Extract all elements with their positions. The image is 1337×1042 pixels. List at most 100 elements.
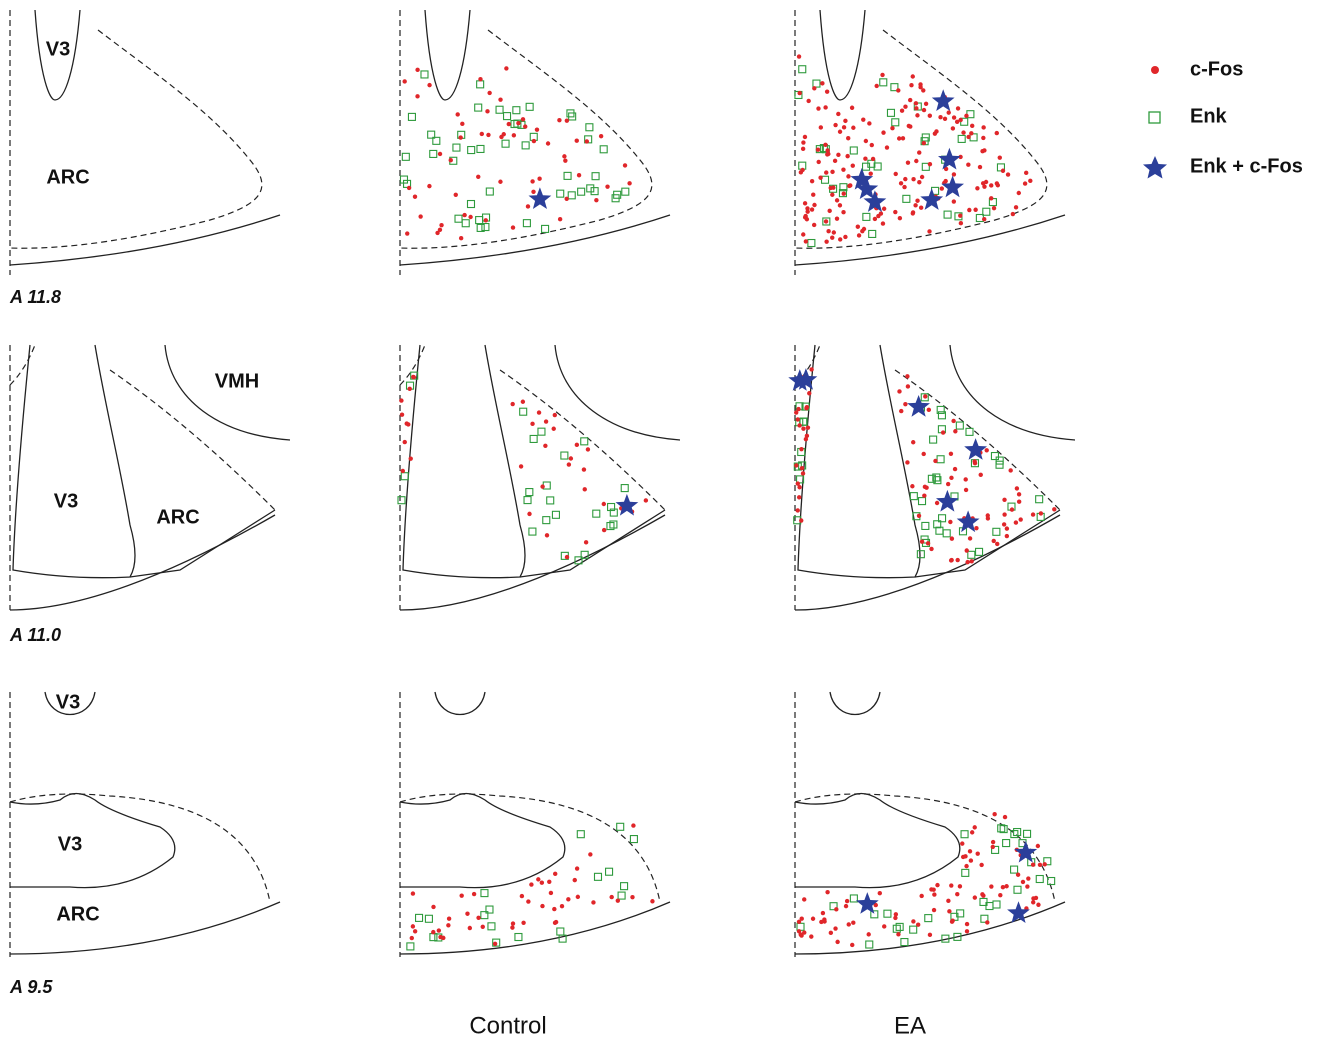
cfos-cell: [966, 135, 970, 139]
cfos-cell: [906, 384, 910, 388]
cfos-cell: [919, 206, 923, 210]
cfos-cell: [437, 928, 441, 932]
cfos-cell: [819, 125, 823, 129]
outline: [400, 215, 670, 265]
cfos-cell: [1023, 181, 1027, 185]
cfos-cell: [465, 912, 469, 916]
cfos-cell: [991, 845, 995, 849]
cfos-cell: [1008, 468, 1012, 472]
outline: [130, 510, 275, 577]
cfos-cell: [881, 221, 885, 225]
cfos-cell: [802, 930, 806, 934]
cfos-cell: [843, 235, 847, 239]
cfos-cell: [979, 473, 983, 477]
cfos-cell: [565, 555, 569, 559]
cfos-cell: [826, 229, 830, 233]
cfos-cell: [978, 165, 982, 169]
enk-cell: [401, 473, 408, 480]
cfos-cell: [1031, 512, 1035, 516]
cfos-cell: [552, 427, 556, 431]
enk-cell: [892, 119, 899, 126]
legend-star: [1143, 156, 1167, 179]
cfos-cell: [527, 512, 531, 516]
cfos-cell: [1039, 511, 1043, 515]
cfos-cell: [800, 466, 804, 470]
cfos-cell: [950, 919, 954, 923]
cfos-cell: [585, 139, 589, 143]
cfos-cell: [521, 921, 525, 925]
section-label: A 9.5: [9, 977, 53, 997]
enk-cell: [956, 422, 963, 429]
enk-cell: [1003, 840, 1010, 847]
cfos-cell: [410, 936, 414, 940]
cfos-cell: [546, 141, 550, 145]
cfos-cell: [985, 920, 989, 924]
cfos-cell: [832, 230, 836, 234]
cfos-cell: [650, 899, 654, 903]
cfos-cell: [964, 488, 968, 492]
cfos-cell: [796, 407, 800, 411]
panel: [398, 345, 680, 610]
cfos-cell: [958, 213, 962, 217]
cfos-cell: [816, 148, 820, 152]
cfos-cell: [835, 940, 839, 944]
cfos-cell: [846, 136, 850, 140]
cfos-cell: [953, 429, 957, 433]
cfos-cell: [1002, 512, 1006, 516]
cfos-cell: [575, 443, 579, 447]
section-label: A 11.8: [9, 287, 61, 307]
enk-cell: [513, 107, 520, 114]
cfos-cell: [824, 239, 828, 243]
cfos-cell: [602, 502, 606, 506]
cfos-cell: [413, 195, 417, 199]
cfos-cell: [804, 406, 808, 410]
cfos-cell: [498, 180, 502, 184]
cfos-cell: [438, 152, 442, 156]
enk-cell: [966, 428, 973, 435]
enk-cell: [797, 923, 804, 930]
cfos-cell: [481, 925, 485, 929]
cfos-cell: [934, 129, 938, 133]
cfos-cell: [468, 215, 472, 219]
cfos-cell: [573, 878, 577, 882]
cfos-cell: [932, 892, 936, 896]
cfos-cell: [1034, 896, 1038, 900]
cfos-cell: [447, 917, 451, 921]
cfos-cell: [521, 117, 525, 121]
enk-cell: [496, 106, 503, 113]
enk-cell: [430, 934, 437, 941]
cfos-cell: [575, 139, 579, 143]
cfos-cell: [896, 932, 900, 936]
enk-cell: [910, 926, 917, 933]
cfos-cell: [989, 884, 993, 888]
cfos-cell: [460, 122, 464, 126]
cfos-cell: [903, 104, 907, 108]
cfos-cell: [973, 825, 977, 829]
cfos-cell: [418, 214, 422, 218]
enk-cell: [943, 530, 950, 537]
cfos-cell: [1052, 507, 1056, 511]
cfos-cell: [850, 106, 854, 110]
cfos-cell: [846, 174, 850, 178]
cfos-cell: [462, 213, 466, 217]
enk-cell: [587, 185, 594, 192]
cfos-cell: [928, 162, 932, 166]
cfos-cell: [801, 147, 805, 151]
region-label: V3: [58, 833, 82, 855]
cfos-cell: [825, 890, 829, 894]
cfos-cell: [968, 536, 972, 540]
cfos-cell: [1025, 884, 1029, 888]
enk-cell: [922, 522, 929, 529]
enk-cell: [991, 453, 998, 460]
cfos-cell: [972, 459, 976, 463]
cfos-cell: [644, 498, 648, 502]
cfos-cell: [526, 899, 530, 903]
outline: [400, 902, 670, 954]
outline: [425, 10, 470, 100]
cfos-cell: [502, 132, 506, 136]
cfos-cell: [950, 536, 954, 540]
cfos-cell: [1036, 903, 1040, 907]
cfos-cell: [599, 134, 603, 138]
cfos-cell: [956, 106, 960, 110]
cfos-cell: [970, 830, 974, 834]
